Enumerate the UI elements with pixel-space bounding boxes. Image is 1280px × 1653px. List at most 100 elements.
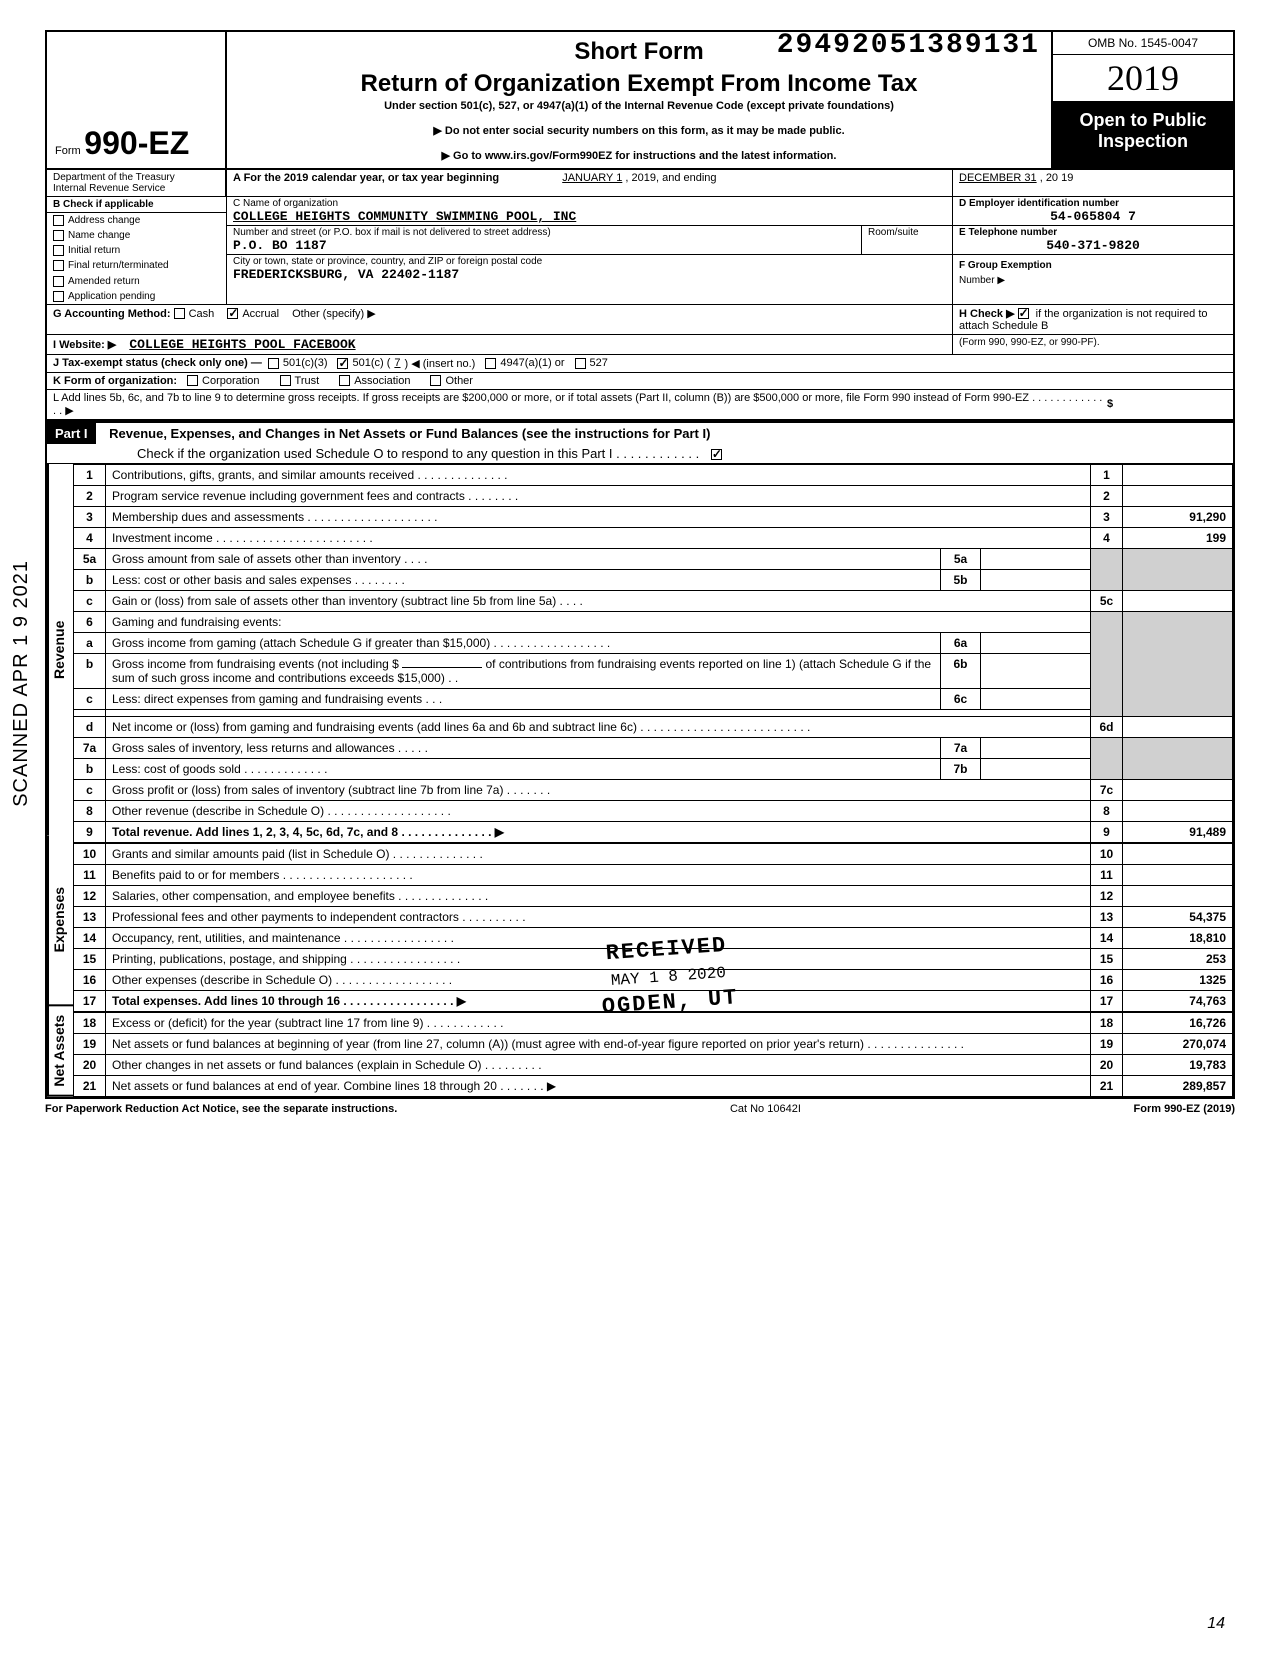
tax-year-begin: JANUARY 1 bbox=[562, 172, 622, 184]
row-l: L Add lines 5b, 6c, and 7b to line 9 to … bbox=[47, 390, 1233, 421]
check-4947[interactable] bbox=[485, 358, 496, 369]
line-3: 3Membership dues and assessments . . . .… bbox=[74, 506, 1233, 527]
row-l-text: L Add lines 5b, 6c, and 7b to line 9 to … bbox=[53, 392, 1102, 417]
group-exemption-label: F Group Exemption bbox=[959, 260, 1052, 271]
tax-year-end: DECEMBER 31 bbox=[959, 172, 1037, 184]
label-other-org: Other bbox=[445, 375, 473, 387]
label-501c: 501(c) ( bbox=[352, 357, 390, 369]
label-amended: Amended return bbox=[68, 276, 140, 287]
check-corp[interactable] bbox=[187, 375, 198, 386]
org-name: COLLEGE HEIGHTS COMMUNITY SWIMMING POOL,… bbox=[233, 209, 946, 224]
line-7c: cGross profit or (loss) from sales of in… bbox=[74, 779, 1233, 800]
label-assoc: Association bbox=[354, 375, 410, 387]
label-initial-return: Initial return bbox=[68, 245, 120, 256]
check-assoc[interactable] bbox=[339, 375, 350, 386]
row-g-label: G Accounting Method: bbox=[53, 308, 171, 320]
check-schedule-b[interactable] bbox=[1018, 308, 1029, 319]
form-version: Form 990-EZ (2019) bbox=[1134, 1103, 1235, 1115]
line-21: 21Net assets or fund balances at end of … bbox=[74, 1075, 1233, 1096]
inspection-line2: Inspection bbox=[1098, 131, 1188, 151]
instructions-link: ▶ Go to www.irs.gov/Form990EZ for instru… bbox=[239, 149, 1039, 162]
inspection-line1: Open to Public bbox=[1079, 110, 1206, 130]
check-address-change[interactable] bbox=[53, 215, 64, 226]
line-18: 18Excess or (deficit) for the year (subt… bbox=[74, 1012, 1233, 1034]
form-footer: For Paperwork Reduction Act Notice, see … bbox=[45, 1099, 1235, 1115]
form-number-cell: Form 990-EZ bbox=[47, 32, 227, 168]
netassets-label: Net Assets bbox=[47, 1006, 73, 1097]
phone-label: E Telephone number bbox=[959, 227, 1227, 238]
address-label: Number and street (or P.O. box if mail i… bbox=[233, 227, 855, 238]
line-12: 12Salaries, other compensation, and empl… bbox=[74, 885, 1233, 906]
line-8: 8Other revenue (describe in Schedule O) … bbox=[74, 800, 1233, 821]
check-other-org[interactable] bbox=[430, 375, 441, 386]
501c-number: 7 bbox=[394, 357, 400, 369]
check-527[interactable] bbox=[575, 358, 586, 369]
label-cash: Cash bbox=[189, 308, 215, 320]
lines-table: 1Contributions, gifts, grants, and simil… bbox=[73, 464, 1233, 1097]
label-final-return: Final return/terminated bbox=[68, 261, 169, 272]
check-accrual[interactable] bbox=[227, 308, 238, 319]
line-2: 2Program service revenue including gover… bbox=[74, 485, 1233, 506]
revenue-label: Revenue bbox=[47, 464, 73, 835]
form-prefix: Form bbox=[55, 145, 81, 157]
page-number: 14 bbox=[1207, 1615, 1225, 1633]
row-a-suffix: , 20 19 bbox=[1040, 172, 1074, 184]
check-cash[interactable] bbox=[174, 308, 185, 319]
check-name-change[interactable] bbox=[53, 230, 64, 241]
label-accrual: Accrual bbox=[242, 308, 279, 320]
check-amended[interactable] bbox=[53, 276, 64, 287]
part-1-table: Revenue Expenses Net Assets 1Contributio… bbox=[47, 464, 1233, 1097]
public-inspection: Open to Public Inspection bbox=[1053, 102, 1233, 168]
part-1-label: Part I bbox=[47, 423, 96, 444]
line-11: 11Benefits paid to or for members . . . … bbox=[74, 864, 1233, 885]
address-value: P.O. BO 1187 bbox=[233, 238, 855, 253]
label-trust: Trust bbox=[295, 375, 320, 387]
line-6b: bGross income from fundraising events (n… bbox=[74, 653, 1233, 688]
identity-block: B Check if applicable Address change Nam… bbox=[47, 197, 1233, 305]
check-app-pending[interactable] bbox=[53, 291, 64, 302]
line-6d-spacer bbox=[74, 709, 1233, 716]
part-1-check-line: Check if the organization used Schedule … bbox=[137, 446, 699, 461]
section-b: B Check if applicable Address change Nam… bbox=[47, 197, 227, 304]
row-h-text2: (Form 990, 990-EZ, or 990-PF). bbox=[959, 337, 1100, 348]
check-501c[interactable] bbox=[337, 358, 348, 369]
check-initial-return[interactable] bbox=[53, 245, 64, 256]
label-name-change: Name change bbox=[68, 230, 130, 241]
serial-number-stamp: 29492051389131 bbox=[777, 30, 1040, 61]
line-16: 16Other expenses (describe in Schedule O… bbox=[74, 969, 1233, 990]
line-14: 14Occupancy, rent, utilities, and mainte… bbox=[74, 927, 1233, 948]
line-7b: bLess: cost of goods sold . . . . . . . … bbox=[74, 758, 1233, 779]
row-a-mid: , 2019, and ending bbox=[625, 172, 716, 184]
expenses-label: Expenses bbox=[47, 835, 73, 1006]
header-right: OMB No. 1545-0047 2019 Open to Public In… bbox=[1053, 32, 1233, 168]
label-501c3: 501(c)(3) bbox=[283, 357, 328, 369]
section-c: C Name of organization COLLEGE HEIGHTS C… bbox=[227, 197, 953, 304]
line-5b: bLess: cost or other basis and sales exp… bbox=[74, 569, 1233, 590]
row-j-label: J Tax-exempt status (check only one) — bbox=[53, 357, 262, 369]
check-final-return[interactable] bbox=[53, 260, 64, 271]
catalog-number: Cat No 10642I bbox=[730, 1103, 801, 1115]
line-20: 20Other changes in net assets or fund ba… bbox=[74, 1054, 1233, 1075]
check-trust[interactable] bbox=[280, 375, 291, 386]
form-990ez: Form 990-EZ Short Form Return of Organiz… bbox=[45, 30, 1235, 1099]
label-app-pending: Application pending bbox=[68, 291, 155, 302]
subtitle: Under section 501(c), 527, or 4947(a)(1)… bbox=[239, 100, 1039, 112]
label-corp: Corporation bbox=[202, 375, 259, 387]
ein-value: 54-065804 7 bbox=[959, 209, 1227, 224]
line-4: 4Investment income . . . . . . . . . . .… bbox=[74, 527, 1233, 548]
line-10: 10Grants and similar amounts paid (list … bbox=[74, 843, 1233, 865]
line-19: 19Net assets or fund balances at beginni… bbox=[74, 1033, 1233, 1054]
check-schedule-o[interactable] bbox=[711, 449, 722, 460]
label-other-method: Other (specify) ▶ bbox=[292, 308, 376, 320]
line-5c: cGain or (loss) from sale of assets othe… bbox=[74, 590, 1233, 611]
section-def: D Employer identification number 54-0658… bbox=[953, 197, 1233, 304]
dept-line2: Internal Revenue Service bbox=[53, 183, 165, 194]
part-1-title: Revenue, Expenses, and Changes in Net As… bbox=[109, 426, 710, 441]
check-501c3[interactable] bbox=[268, 358, 279, 369]
omb-number: OMB No. 1545-0047 bbox=[1053, 32, 1233, 55]
tax-year: 2019 bbox=[1053, 55, 1233, 102]
scanned-date-stamp: SCANNED APR 1 9 2021 bbox=[10, 560, 33, 807]
paperwork-notice: For Paperwork Reduction Act Notice, see … bbox=[45, 1103, 397, 1115]
org-name-label: C Name of organization bbox=[233, 198, 946, 209]
line-6d: dNet income or (loss) from gaming and fu… bbox=[74, 716, 1233, 737]
